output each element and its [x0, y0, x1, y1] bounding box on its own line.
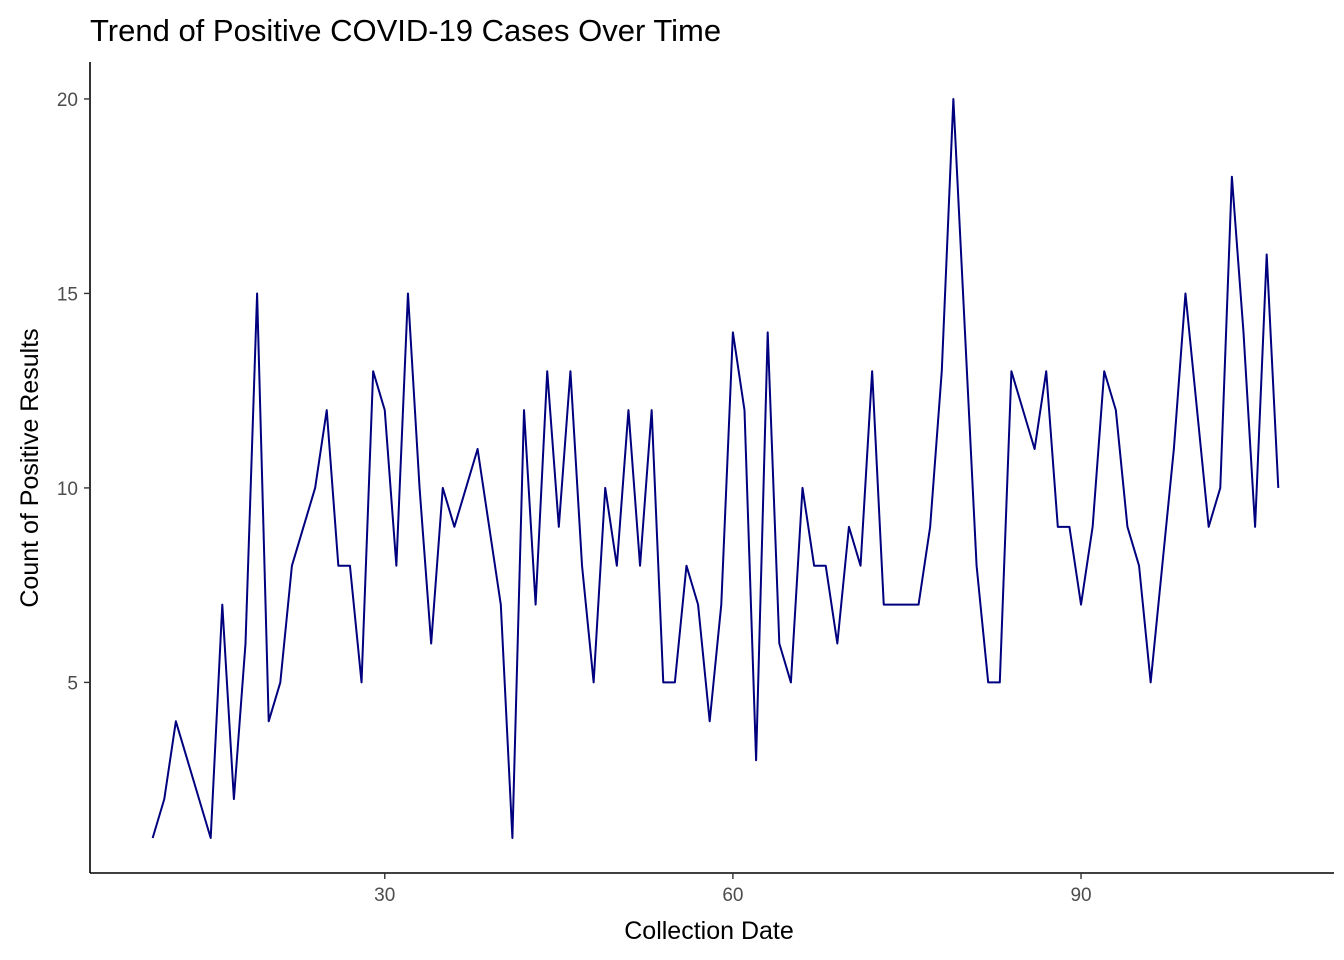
- x-tick-label: 90: [1070, 885, 1091, 906]
- y-tick-label: 15: [57, 284, 78, 305]
- series-layer: [151, 97, 1280, 839]
- x-tick-label: 60: [722, 885, 743, 906]
- y-axis-title: Count of Positive Results: [16, 328, 44, 607]
- y-axis-ticks: 5 10 15 20: [57, 90, 90, 694]
- y-tick-label: 20: [57, 90, 78, 111]
- y-tick-label: 5: [67, 673, 78, 694]
- y-tick-label: 10: [57, 479, 78, 500]
- x-axis-title: Collection Date: [624, 917, 794, 945]
- x-axis-ticks: 30 60 90: [374, 873, 1092, 906]
- series-line: [151, 97, 1280, 839]
- x-tick-label: 30: [374, 885, 395, 906]
- plot-area: 5 10 15 20 30 60 90: [57, 62, 1334, 906]
- chart-title: Trend of Positive COVID-19 Cases Over Ti…: [90, 13, 721, 48]
